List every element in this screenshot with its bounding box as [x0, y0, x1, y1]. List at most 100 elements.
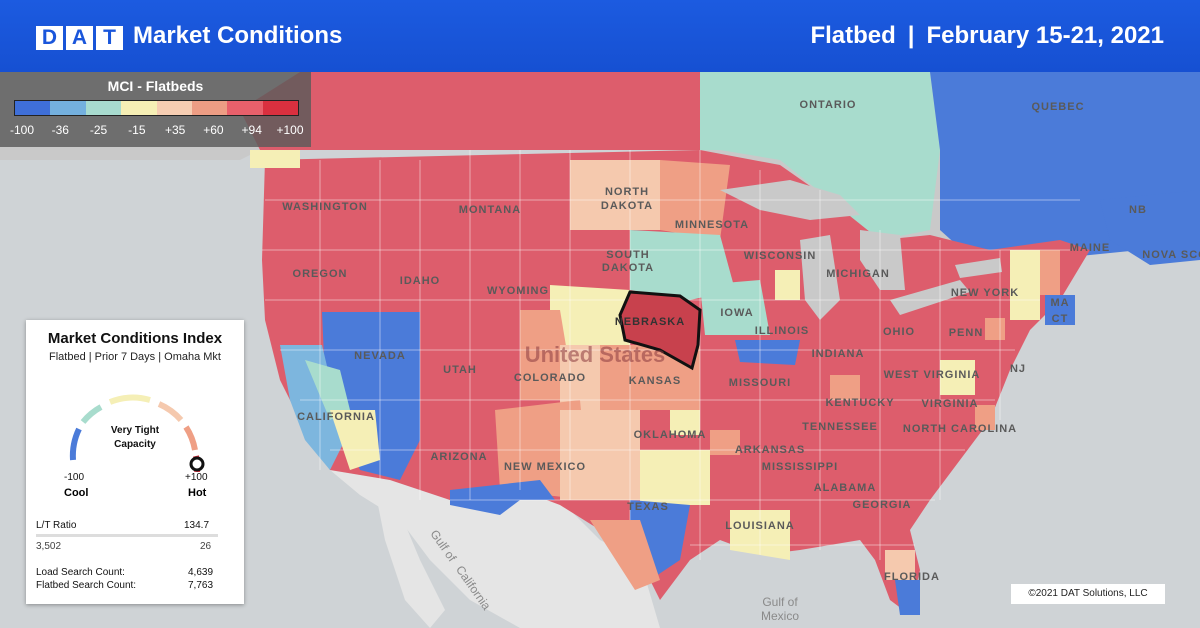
logo-letter: T: [96, 26, 123, 50]
label-north-carolina: NORTH CAROLINA: [903, 423, 1017, 435]
label-tennessee: TENNESSEE: [802, 421, 878, 433]
label-penn: PENN: [949, 327, 984, 339]
copyright-notice: ©2021 DAT Solutions, LLC: [1011, 584, 1165, 604]
label-new-mexico: NEW MEXICO: [504, 461, 586, 473]
region-florida-n: [885, 550, 915, 580]
label-idaho: IDAHO: [400, 275, 440, 287]
label-michigan: MICHIGAN: [826, 268, 890, 280]
region-kansas: [600, 345, 700, 410]
lake-michigan: [800, 235, 840, 320]
legend-tick-label: +94: [241, 123, 262, 137]
legend-swatch: [262, 101, 298, 115]
label-new-york: NEW YORK: [951, 287, 1019, 299]
legend-swatch: [191, 101, 228, 115]
legend-swatch: [156, 101, 192, 115]
header-right: Flatbed | February 15-21, 2021: [810, 22, 1164, 50]
region-ar-orange: [710, 430, 740, 455]
label-louisiana: LOUISIANA: [725, 520, 795, 532]
gauge: [69, 394, 205, 472]
region-north-dakota: [570, 160, 660, 230]
legend-swatch: [85, 101, 122, 115]
region-california-south: [330, 410, 380, 470]
legend-tick-label: +60: [203, 123, 224, 137]
lake-huron: [860, 230, 905, 290]
label-california: CALIFORNIA: [297, 411, 375, 423]
load-count-value: 3,502: [36, 541, 62, 552]
gauge-arc-neutral: [108, 394, 151, 405]
region-ontario: [700, 72, 940, 240]
legend-tick-label: -25: [89, 123, 108, 137]
label-wisconsin: WISCONSIN: [744, 250, 817, 262]
label-arizona: ARIZONA: [430, 451, 487, 463]
label-ct: CT: [1052, 313, 1069, 325]
legend-swatch: [50, 101, 86, 115]
lt-ratio-bar: [36, 534, 218, 537]
label-ontario: ONTARIO: [800, 99, 857, 111]
region-iowa: [700, 280, 770, 335]
mexico-land: [330, 470, 660, 628]
legend-tick-label: -15: [128, 123, 146, 137]
gauge-arc-cool: [80, 404, 103, 424]
label-indiana: INDIANA: [812, 348, 865, 360]
label-wyoming: WYOMING: [487, 285, 549, 297]
gauge-max-label: +100: [185, 472, 208, 483]
label-minnesota: MINNESOTA: [675, 219, 749, 231]
label-nj: NJ: [1010, 363, 1026, 375]
region-ky-orange: [830, 375, 860, 400]
region-texas-west: [560, 410, 640, 500]
legend-ticks: -100 -36 -25 -15 +35 +60 +94 +100: [0, 123, 311, 139]
region-ny-orange: [1040, 250, 1060, 295]
label-washington: WASHINGTON: [282, 201, 368, 213]
region-mi-yellow: [775, 270, 800, 300]
region-minnesota: [660, 160, 730, 240]
label-utah: UTAH: [443, 364, 477, 376]
logo-letter: A: [66, 26, 93, 50]
label-north-dakota-2: DAKOTA: [601, 200, 653, 212]
region-louisiana: [730, 510, 790, 560]
legend-swatch: [227, 101, 263, 115]
gauge-hot-label: Hot: [188, 487, 207, 499]
legend-tick-label: +35: [164, 123, 186, 137]
lake-superior: [720, 180, 860, 220]
legend-swatch: [121, 101, 157, 115]
gauge-arc-blue: [69, 427, 82, 461]
region-ne-west: [550, 285, 630, 345]
label-kansas: KANSAS: [629, 375, 681, 387]
lake-ontario: [955, 258, 1002, 278]
label-kentucky: KENTUCKY: [825, 397, 894, 409]
selected-market-nebraska[interactable]: [618, 290, 702, 371]
region-maritimes: [1100, 190, 1200, 265]
load-search-value: 4,639: [188, 567, 214, 578]
region-ny-yellow: [1010, 250, 1040, 320]
date-range: February 15-21, 2021: [926, 22, 1164, 49]
header-bar: D A T Market Conditions Flatbed | February…: [0, 0, 1200, 72]
label-south-dakota-2: DAKOTA: [602, 262, 654, 274]
logo-letter: D: [36, 26, 63, 50]
market-map: ONTARIO QUEBEC NB NOVA SCO WASHINGTON MO…: [0, 72, 1200, 628]
label-alabama: ALABAMA: [814, 482, 877, 494]
label-south-dakota-1: SOUTH: [606, 249, 650, 261]
region-ok-yellow: [670, 410, 700, 435]
label-nevada: NEVADA: [354, 350, 406, 362]
lt-ratio-label: L/T Ratio: [36, 520, 77, 531]
label-oregon: OREGON: [293, 268, 348, 280]
legend-title: MCI - Flatbeds: [107, 78, 204, 94]
header-title: Market Conditions: [133, 22, 343, 49]
label-gulf-mexico-2: Mexico: [761, 609, 799, 623]
label-arkansas: ARKANSAS: [735, 444, 805, 456]
label-missouri: MISSOURI: [729, 377, 791, 389]
region-il-blue: [735, 340, 800, 365]
label-florida: FLORIDA: [884, 571, 940, 583]
label-montana: MONTANA: [459, 204, 521, 216]
legend-color-bar: [14, 100, 299, 116]
region-pa-orange: [985, 318, 1005, 340]
label-nova-scotia: NOVA SCO: [1142, 249, 1200, 261]
label-virginia: VIRGINIA: [922, 398, 979, 410]
label-maine: MAINE: [1070, 242, 1110, 254]
label-ma: MA: [1050, 297, 1069, 309]
region-wv-yellow: [940, 360, 975, 395]
region-oklahoma-s: [640, 450, 710, 505]
equipment-type: Flatbed: [810, 22, 896, 49]
legend-tick-label: +100: [276, 123, 304, 137]
truck-count-value: 26: [200, 541, 212, 552]
